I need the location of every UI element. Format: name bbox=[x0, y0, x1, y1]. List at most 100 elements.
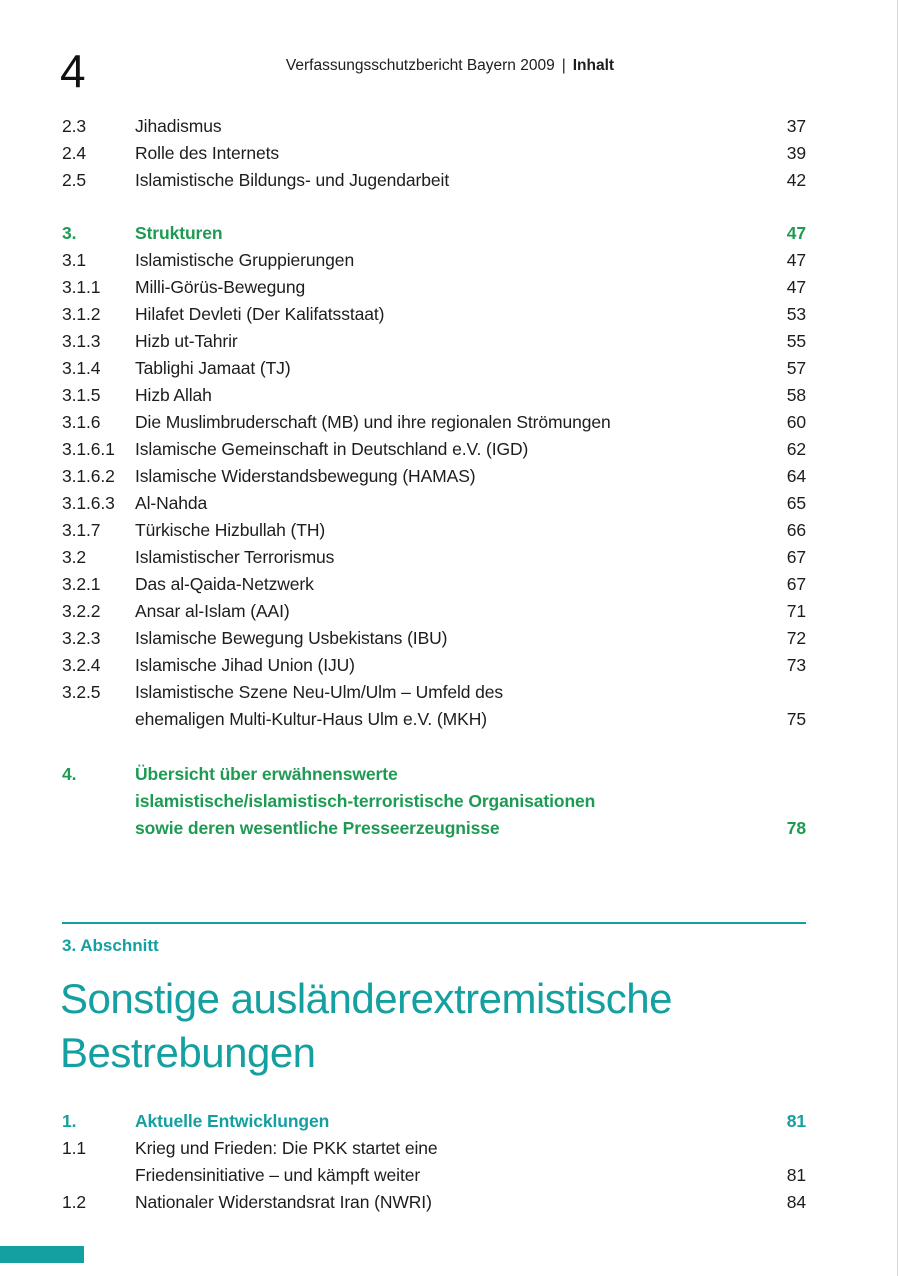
toc-entry-page: 67 bbox=[786, 574, 806, 594]
toc-entry: 3.2.5 Islamistische Szene Neu-Ulm/Ulm – … bbox=[62, 679, 806, 733]
toc-entry-number: 3.1.2 bbox=[62, 304, 101, 324]
toc-entry-page: 66 bbox=[786, 520, 806, 540]
section-kicker: 3. Abschnitt bbox=[62, 936, 159, 955]
toc-entry: 3.1.6.3 Al-Nahda 65 bbox=[62, 490, 806, 517]
toc-entry-number: 3.1.5 bbox=[62, 385, 101, 405]
toc-entry-section: 4. Übersicht über erwähnenswerte islamis… bbox=[62, 761, 806, 842]
toc-entry-page: 73 bbox=[786, 655, 806, 675]
toc-entry-number: 2.3 bbox=[62, 116, 87, 136]
toc-entry: 3.2.3 Islamische Bewegung Usbekistans (I… bbox=[62, 625, 806, 652]
toc-entry-line: Hizb ut-Tahrir bbox=[135, 331, 238, 351]
toc-entry-title: Islamische Widerstandsbewegung (HAMAS) bbox=[135, 463, 758, 490]
toc-entry-line: Strukturen bbox=[135, 223, 223, 243]
toc-entry: 3.2 Islamistischer Terrorismus 67 bbox=[62, 544, 806, 571]
toc-entry-page: 57 bbox=[786, 358, 806, 378]
toc-entry-title: Türkische Hizbullah (TH) bbox=[135, 517, 758, 544]
toc-entry-page: 81 bbox=[786, 1111, 806, 1131]
toc-entry-line: Hilafet Devleti (Der Kalifatsstaat) bbox=[135, 304, 385, 324]
toc-entry-number: 3.2 bbox=[62, 547, 87, 567]
toc-entry-page: 47 bbox=[786, 250, 806, 270]
toc-entry-title: Al-Nahda bbox=[135, 490, 758, 517]
toc-entry-title: Islamistischer Terrorismus bbox=[135, 544, 758, 571]
toc-entry-number: 3.1.1 bbox=[62, 277, 101, 297]
toc-entry-line: Das al-Qaida-Netzwerk bbox=[135, 574, 314, 594]
toc-entry-number: 1. bbox=[62, 1111, 77, 1131]
toc-entry-title: Hizb ut-Tahrir bbox=[135, 328, 758, 355]
toc-entry-number: 3.1.6.1 bbox=[62, 439, 115, 459]
toc-entry-number: 3.2.3 bbox=[62, 628, 101, 648]
section-divider-rule bbox=[62, 922, 806, 924]
toc-entry-number: 3.1.6 bbox=[62, 412, 101, 432]
toc-entry-line: sowie deren wesentliche Presseerzeugniss… bbox=[135, 818, 500, 838]
toc-entry-title: Nationaler Widerstandsrat Iran (NWRI) bbox=[135, 1189, 758, 1216]
toc-entry-page: 42 bbox=[786, 170, 806, 190]
toc-entry: 3.1.3 Hizb ut-Tahrir 55 bbox=[62, 328, 806, 355]
toc-entry-line: Türkische Hizbullah (TH) bbox=[135, 520, 326, 540]
toc-entry-number: 2.5 bbox=[62, 170, 87, 190]
toc-entry-title: Islamische Gemeinschaft in Deutschland e… bbox=[135, 436, 758, 463]
section-title-line: Sonstige ausländerextremistische bbox=[60, 975, 673, 1022]
toc-entry: 3.1.4 Tablighi Jamaat (TJ) 57 bbox=[62, 355, 806, 382]
toc-entry-title: Islamistische Szene Neu-Ulm/Ulm – Umfeld… bbox=[135, 679, 758, 733]
page-number: 4 bbox=[60, 45, 86, 97]
toc-entry-page: 62 bbox=[786, 439, 806, 459]
page-edge-line bbox=[897, 0, 898, 1276]
footer-corner-tab bbox=[0, 1246, 84, 1263]
toc-entry-title: Das al-Qaida-Netzwerk bbox=[135, 571, 758, 598]
toc-entry-line: Aktuelle Entwicklungen bbox=[135, 1111, 330, 1131]
toc-entry-title: Tablighi Jamaat (TJ) bbox=[135, 355, 758, 382]
toc-entry-line: islamistische/islamistisch-terroristisch… bbox=[135, 791, 596, 811]
toc-entry-line: Die Muslimbruderschaft (MB) und ihre reg… bbox=[135, 412, 611, 432]
toc-entry: 3.1.6.2 Islamische Widerstandsbewegung (… bbox=[62, 463, 806, 490]
section-title: Sonstige ausländerextremistische Bestreb… bbox=[60, 972, 673, 1080]
toc-entry: 3.1.6 Die Muslimbruderschaft (MB) und ih… bbox=[62, 409, 806, 436]
toc-entry: 3.1.6.1 Islamische Gemeinschaft in Deuts… bbox=[62, 436, 806, 463]
toc-entry-page: 55 bbox=[786, 331, 806, 351]
toc-entry-line: Al-Nahda bbox=[135, 493, 208, 513]
toc-entry: 1.1 Krieg und Frieden: Die PKK startet e… bbox=[62, 1135, 806, 1189]
toc-entry-line: Islamistischer Terrorismus bbox=[135, 547, 335, 567]
toc-entry-page: 47 bbox=[786, 277, 806, 297]
toc-entry-number: 1.1 bbox=[62, 1138, 87, 1158]
toc-entry: 1.2 Nationaler Widerstandsrat Iran (NWRI… bbox=[62, 1189, 806, 1216]
toc-entry-line: Islamische Jihad Union (IJU) bbox=[135, 655, 355, 675]
toc-entry-title: Rolle des Internets bbox=[135, 140, 758, 167]
toc-entry-line: Islamistische Szene Neu-Ulm/Ulm – Umfeld… bbox=[135, 682, 504, 702]
toc-entry-page: 78 bbox=[786, 818, 806, 838]
toc-entry: 3.1.5 Hizb Allah 58 bbox=[62, 382, 806, 409]
toc-entry-title: Milli-Görüs-Bewegung bbox=[135, 274, 758, 301]
toc-entry-number: 3.2.5 bbox=[62, 682, 101, 702]
toc-entry-page: 64 bbox=[786, 466, 806, 486]
toc-entry-page: 84 bbox=[786, 1192, 806, 1212]
toc-entry-page: 37 bbox=[786, 116, 806, 136]
toc-entry-line: Islamische Bewegung Usbekistans (IBU) bbox=[135, 628, 448, 648]
toc-entry-title: Hizb Allah bbox=[135, 382, 758, 409]
toc-entry-page: 67 bbox=[786, 547, 806, 567]
toc-entry-page: 47 bbox=[786, 223, 806, 243]
toc-entry-title: Krieg und Frieden: Die PKK startet eine … bbox=[135, 1135, 758, 1189]
toc-entry-line: Rolle des Internets bbox=[135, 143, 280, 163]
toc-entry-title: Aktuelle Entwicklungen bbox=[135, 1108, 758, 1135]
toc-entry: 2.3 Jihadismus 37 bbox=[62, 113, 806, 140]
toc-entry-page: 75 bbox=[786, 709, 806, 729]
toc-entry-line: Friedensinitiative – und kämpft weiter bbox=[135, 1165, 421, 1185]
toc-entry-number: 3.2.1 bbox=[62, 574, 101, 594]
toc-entry-line: Islamistische Gruppierungen bbox=[135, 250, 355, 270]
toc-entry-line: Milli-Görüs-Bewegung bbox=[135, 277, 306, 297]
toc-entry-title: Hilafet Devleti (Der Kalifatsstaat) bbox=[135, 301, 758, 328]
toc-entry-title: Strukturen bbox=[135, 220, 758, 247]
toc-entry-line: Hizb Allah bbox=[135, 385, 212, 405]
toc-entry: 3.1.7 Türkische Hizbullah (TH) 66 bbox=[62, 517, 806, 544]
toc-entry-line: Ansar al-Islam (AAI) bbox=[135, 601, 290, 621]
toc-entry-title: Die Muslimbruderschaft (MB) und ihre reg… bbox=[135, 409, 758, 436]
header-section-label: Inhalt bbox=[572, 57, 615, 74]
toc-entry: 3.1.1 Milli-Görüs-Bewegung 47 bbox=[62, 274, 806, 301]
toc-entry-line: Nationaler Widerstandsrat Iran (NWRI) bbox=[135, 1192, 432, 1212]
toc-entry-number: 3.1.7 bbox=[62, 520, 101, 540]
toc-entry-number: 3.1.6.3 bbox=[62, 493, 115, 513]
toc-entry-number: 3.1 bbox=[62, 250, 87, 270]
toc-entry-number: 3.1.3 bbox=[62, 331, 101, 351]
toc-entry-title: Islamistische Gruppierungen bbox=[135, 247, 758, 274]
toc-entry-title: Übersicht über erwähnenswerte islamistis… bbox=[135, 761, 758, 842]
